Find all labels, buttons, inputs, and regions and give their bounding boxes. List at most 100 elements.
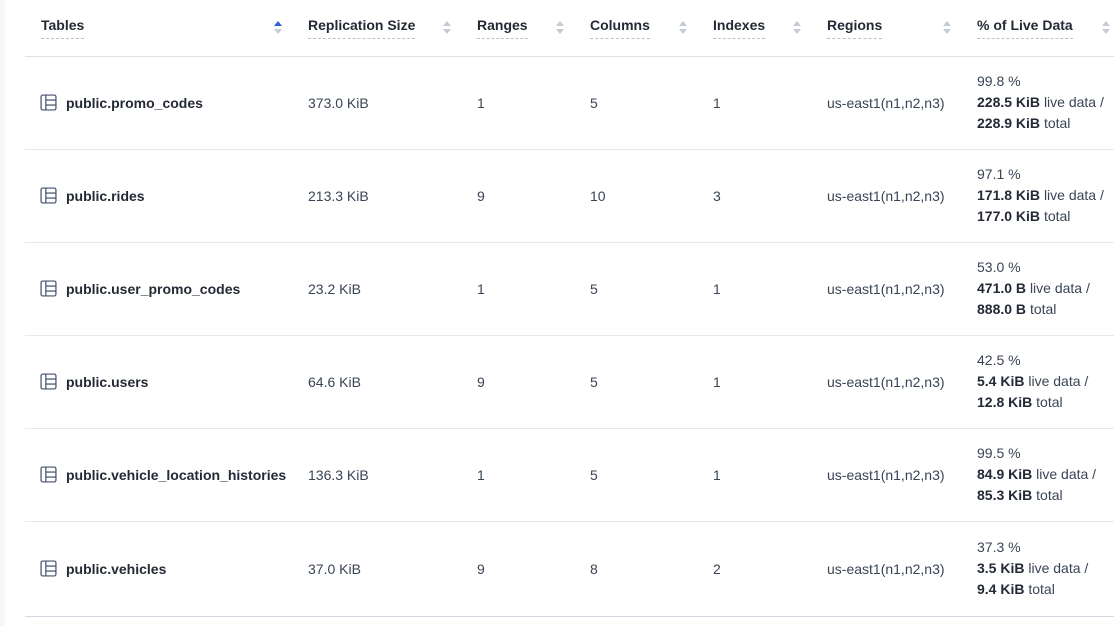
sort-asc-icon[interactable] (679, 21, 687, 27)
live-data-size: 5.4 KiB live data / (977, 373, 1089, 389)
table-name-link[interactable]: public.vehicle_location_histories (66, 466, 287, 483)
sort-desc-icon[interactable] (274, 29, 282, 35)
sort-desc-icon[interactable] (443, 29, 451, 35)
regions-cell: us-east1(n1,n2,n3) (827, 428, 977, 522)
column-header-label: Columns (590, 17, 650, 39)
live-data-percent: 97.1 % (977, 166, 1021, 182)
regions-cell: us-east1(n1,n2,n3) (827, 335, 977, 429)
indexes-cell: 2 (713, 521, 827, 617)
column-header-tables[interactable]: Tables (25, 0, 308, 57)
table-icon (40, 280, 57, 297)
table-row[interactable]: public.vehicles 37.0 KiB 9 8 2 us-east1(… (25, 521, 1114, 617)
table-icon (40, 560, 57, 577)
replication-size-cell: 37.0 KiB (308, 521, 477, 617)
table-row[interactable]: public.user_promo_codes 23.2 KiB 1 5 1 u… (25, 242, 1114, 336)
table-row[interactable]: public.users 64.6 KiB 9 5 1 us-east1(n1,… (25, 335, 1114, 429)
live-data-percent: 99.5 % (977, 445, 1021, 461)
live-data-percent: 37.3 % (977, 539, 1021, 555)
database-tables-table: Tables Replication Size Ranges (25, 0, 1114, 617)
table-name-link[interactable]: public.users (66, 373, 149, 390)
sort-desc-icon[interactable] (556, 29, 564, 35)
column-header-indexes[interactable]: Indexes (713, 0, 827, 57)
column-header-replication-size[interactable]: Replication Size (308, 0, 477, 57)
column-header-label: % of Live Data (977, 17, 1073, 39)
table-row[interactable]: public.rides 213.3 KiB 9 10 3 us-east1(n… (25, 149, 1114, 243)
indexes-cell: 1 (713, 428, 827, 522)
live-data-cell: 99.5 % 84.9 KiB live data / 85.3 KiB tot… (977, 428, 1114, 522)
sort-arrows[interactable] (274, 21, 282, 35)
columns-cell: 5 (590, 428, 713, 522)
indexes-cell: 3 (713, 149, 827, 243)
table-icon (40, 466, 57, 483)
sort-asc-icon[interactable] (443, 21, 451, 27)
column-header-label: Ranges (477, 17, 528, 39)
table-name-link[interactable]: public.rides (66, 187, 145, 204)
sort-arrows[interactable] (679, 21, 687, 35)
ranges-cell: 1 (477, 428, 590, 522)
table-row[interactable]: public.vehicle_location_histories 136.3 … (25, 428, 1114, 522)
live-data-size: 171.8 KiB live data / (977, 187, 1104, 203)
sort-arrows[interactable] (943, 21, 951, 35)
column-header-label: Replication Size (308, 17, 416, 39)
sort-desc-icon[interactable] (793, 29, 801, 35)
sort-asc-icon[interactable] (1102, 21, 1110, 27)
live-data-percent: 42.5 % (977, 352, 1021, 368)
columns-cell: 5 (590, 335, 713, 429)
replication-size-cell: 213.3 KiB (308, 149, 477, 243)
sort-desc-icon[interactable] (943, 29, 951, 35)
regions-cell: us-east1(n1,n2,n3) (827, 242, 977, 336)
indexes-cell: 1 (713, 242, 827, 336)
replication-size-cell: 136.3 KiB (308, 428, 477, 522)
live-data-percent: 99.8 % (977, 73, 1021, 89)
replication-size-cell: 23.2 KiB (308, 242, 477, 336)
ranges-cell: 9 (477, 335, 590, 429)
total-data-size: 177.0 KiB total (977, 208, 1071, 224)
column-header-live-data[interactable]: % of Live Data (977, 0, 1114, 57)
columns-cell: 5 (590, 56, 713, 150)
live-data-size: 3.5 KiB live data / (977, 560, 1089, 576)
sort-desc-icon[interactable] (679, 29, 687, 35)
column-header-label: Regions (827, 17, 883, 39)
regions-cell: us-east1(n1,n2,n3) (827, 56, 977, 150)
total-data-size: 228.9 KiB total (977, 115, 1071, 131)
table-name-link[interactable]: public.user_promo_codes (66, 280, 241, 297)
regions-cell: us-east1(n1,n2,n3) (827, 149, 977, 243)
sort-arrows[interactable] (793, 21, 801, 35)
total-data-size: 888.0 B total (977, 301, 1057, 317)
column-header-columns[interactable]: Columns (590, 0, 713, 57)
table-name-link[interactable]: public.promo_codes (66, 94, 203, 111)
sort-asc-icon[interactable] (274, 21, 282, 27)
columns-cell: 5 (590, 242, 713, 336)
total-data-size: 12.8 KiB total (977, 394, 1063, 410)
replication-size-cell: 373.0 KiB (308, 56, 477, 150)
ranges-cell: 9 (477, 149, 590, 243)
live-data-size: 84.9 KiB live data / (977, 466, 1097, 482)
column-header-regions[interactable]: Regions (827, 0, 977, 57)
sort-asc-icon[interactable] (793, 21, 801, 27)
column-header-label: Indexes (713, 17, 766, 39)
sort-desc-icon[interactable] (1102, 29, 1110, 35)
live-data-size: 228.5 KiB live data / (977, 94, 1104, 110)
sort-arrows[interactable] (556, 21, 564, 35)
sort-arrows[interactable] (1102, 21, 1110, 35)
total-data-size: 85.3 KiB total (977, 487, 1063, 503)
table-row[interactable]: public.promo_codes 373.0 KiB 1 5 1 us-ea… (25, 56, 1114, 150)
sort-asc-icon[interactable] (556, 21, 564, 27)
sort-arrows[interactable] (443, 21, 451, 35)
regions-cell: us-east1(n1,n2,n3) (827, 521, 977, 617)
ranges-cell: 1 (477, 56, 590, 150)
tables-panel: Tables Replication Size Ranges (5, 0, 1114, 626)
sort-asc-icon[interactable] (943, 21, 951, 27)
table-name-link[interactable]: public.vehicles (66, 560, 167, 577)
total-data-size: 9.4 KiB total (977, 581, 1055, 597)
replication-size-cell: 64.6 KiB (308, 335, 477, 429)
columns-cell: 10 (590, 149, 713, 243)
table-icon (40, 373, 57, 390)
live-data-cell: 37.3 % 3.5 KiB live data / 9.4 KiB total (977, 521, 1114, 617)
ranges-cell: 9 (477, 521, 590, 617)
column-header-label: Tables (41, 17, 85, 39)
column-header-ranges[interactable]: Ranges (477, 0, 590, 57)
live-data-size: 471.0 B live data / (977, 280, 1090, 296)
indexes-cell: 1 (713, 56, 827, 150)
ranges-cell: 1 (477, 242, 590, 336)
